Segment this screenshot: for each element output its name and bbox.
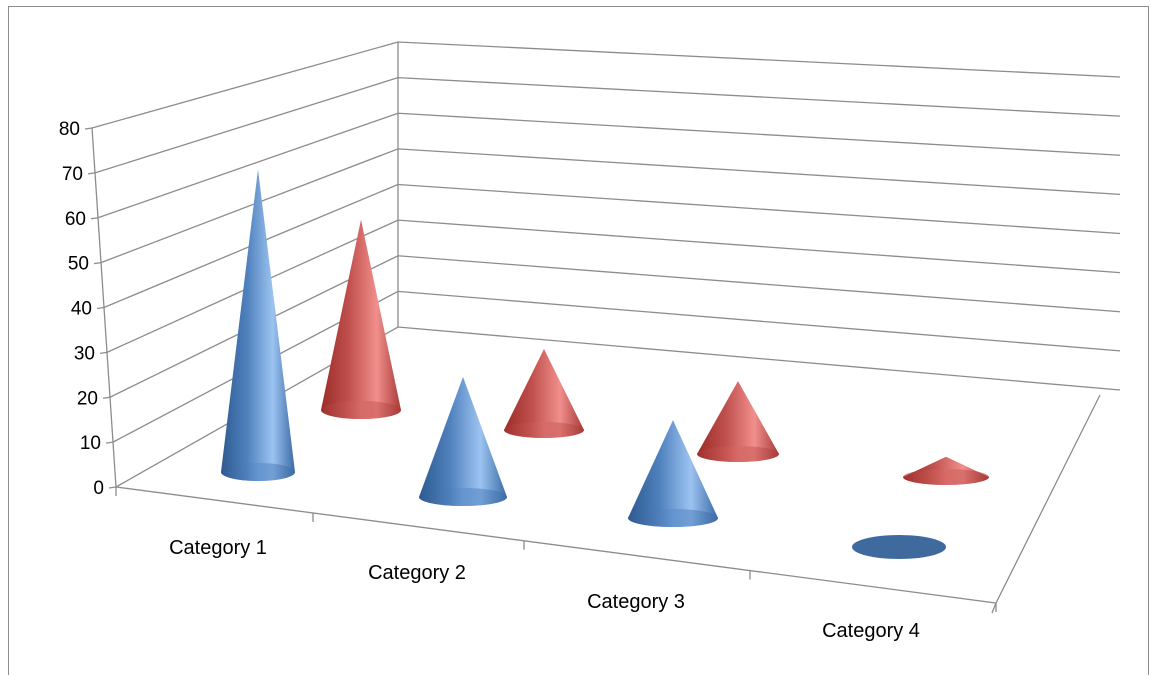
y-tick-mark [105,441,114,444]
cone-mark [221,169,295,481]
y-tick-label: 60 [65,209,86,230]
x-tick-mark [991,602,997,614]
y-tick-mark [108,486,117,489]
cone-mark [321,219,401,419]
gridline [97,112,1121,219]
y-tick-label: 30 [74,343,95,364]
cone-base [221,463,295,481]
y-tick-label: 10 [80,433,101,454]
y-tick-mark [96,306,105,310]
cone-base [697,446,779,462]
cone-base [419,488,507,506]
x-tick-label: Category 2 [368,562,466,584]
y-tick-mark [99,351,108,355]
cone-mark [852,535,946,559]
cone-base [903,469,989,485]
cone-mark [419,376,507,506]
y-tick-mark [90,217,99,220]
cone-mark [697,381,779,462]
y-tick-mark [93,261,102,265]
y-tick-label: 80 [59,119,80,140]
y-tick-mark [102,396,111,399]
y-tick-label: 20 [77,388,98,409]
gridline [91,41,1121,129]
y-tick-label: 0 [93,478,104,499]
x-tick-label: Category 4 [822,620,920,642]
y-axis-line [91,127,117,488]
cone-base [504,422,584,438]
cone-base [321,401,401,419]
cone-base [628,509,718,527]
y-tick-mark [87,172,96,175]
cone-mark [628,420,718,527]
y-tick-label: 70 [62,164,83,185]
y-tick-mark [84,127,93,130]
x-tick-label: Category 1 [169,537,267,559]
chart-area [8,6,1149,675]
x-tick-label: Category 3 [587,591,685,613]
cone-mark [504,349,584,438]
y-tick-label: 40 [71,299,92,320]
y-tick-label: 50 [68,254,89,275]
